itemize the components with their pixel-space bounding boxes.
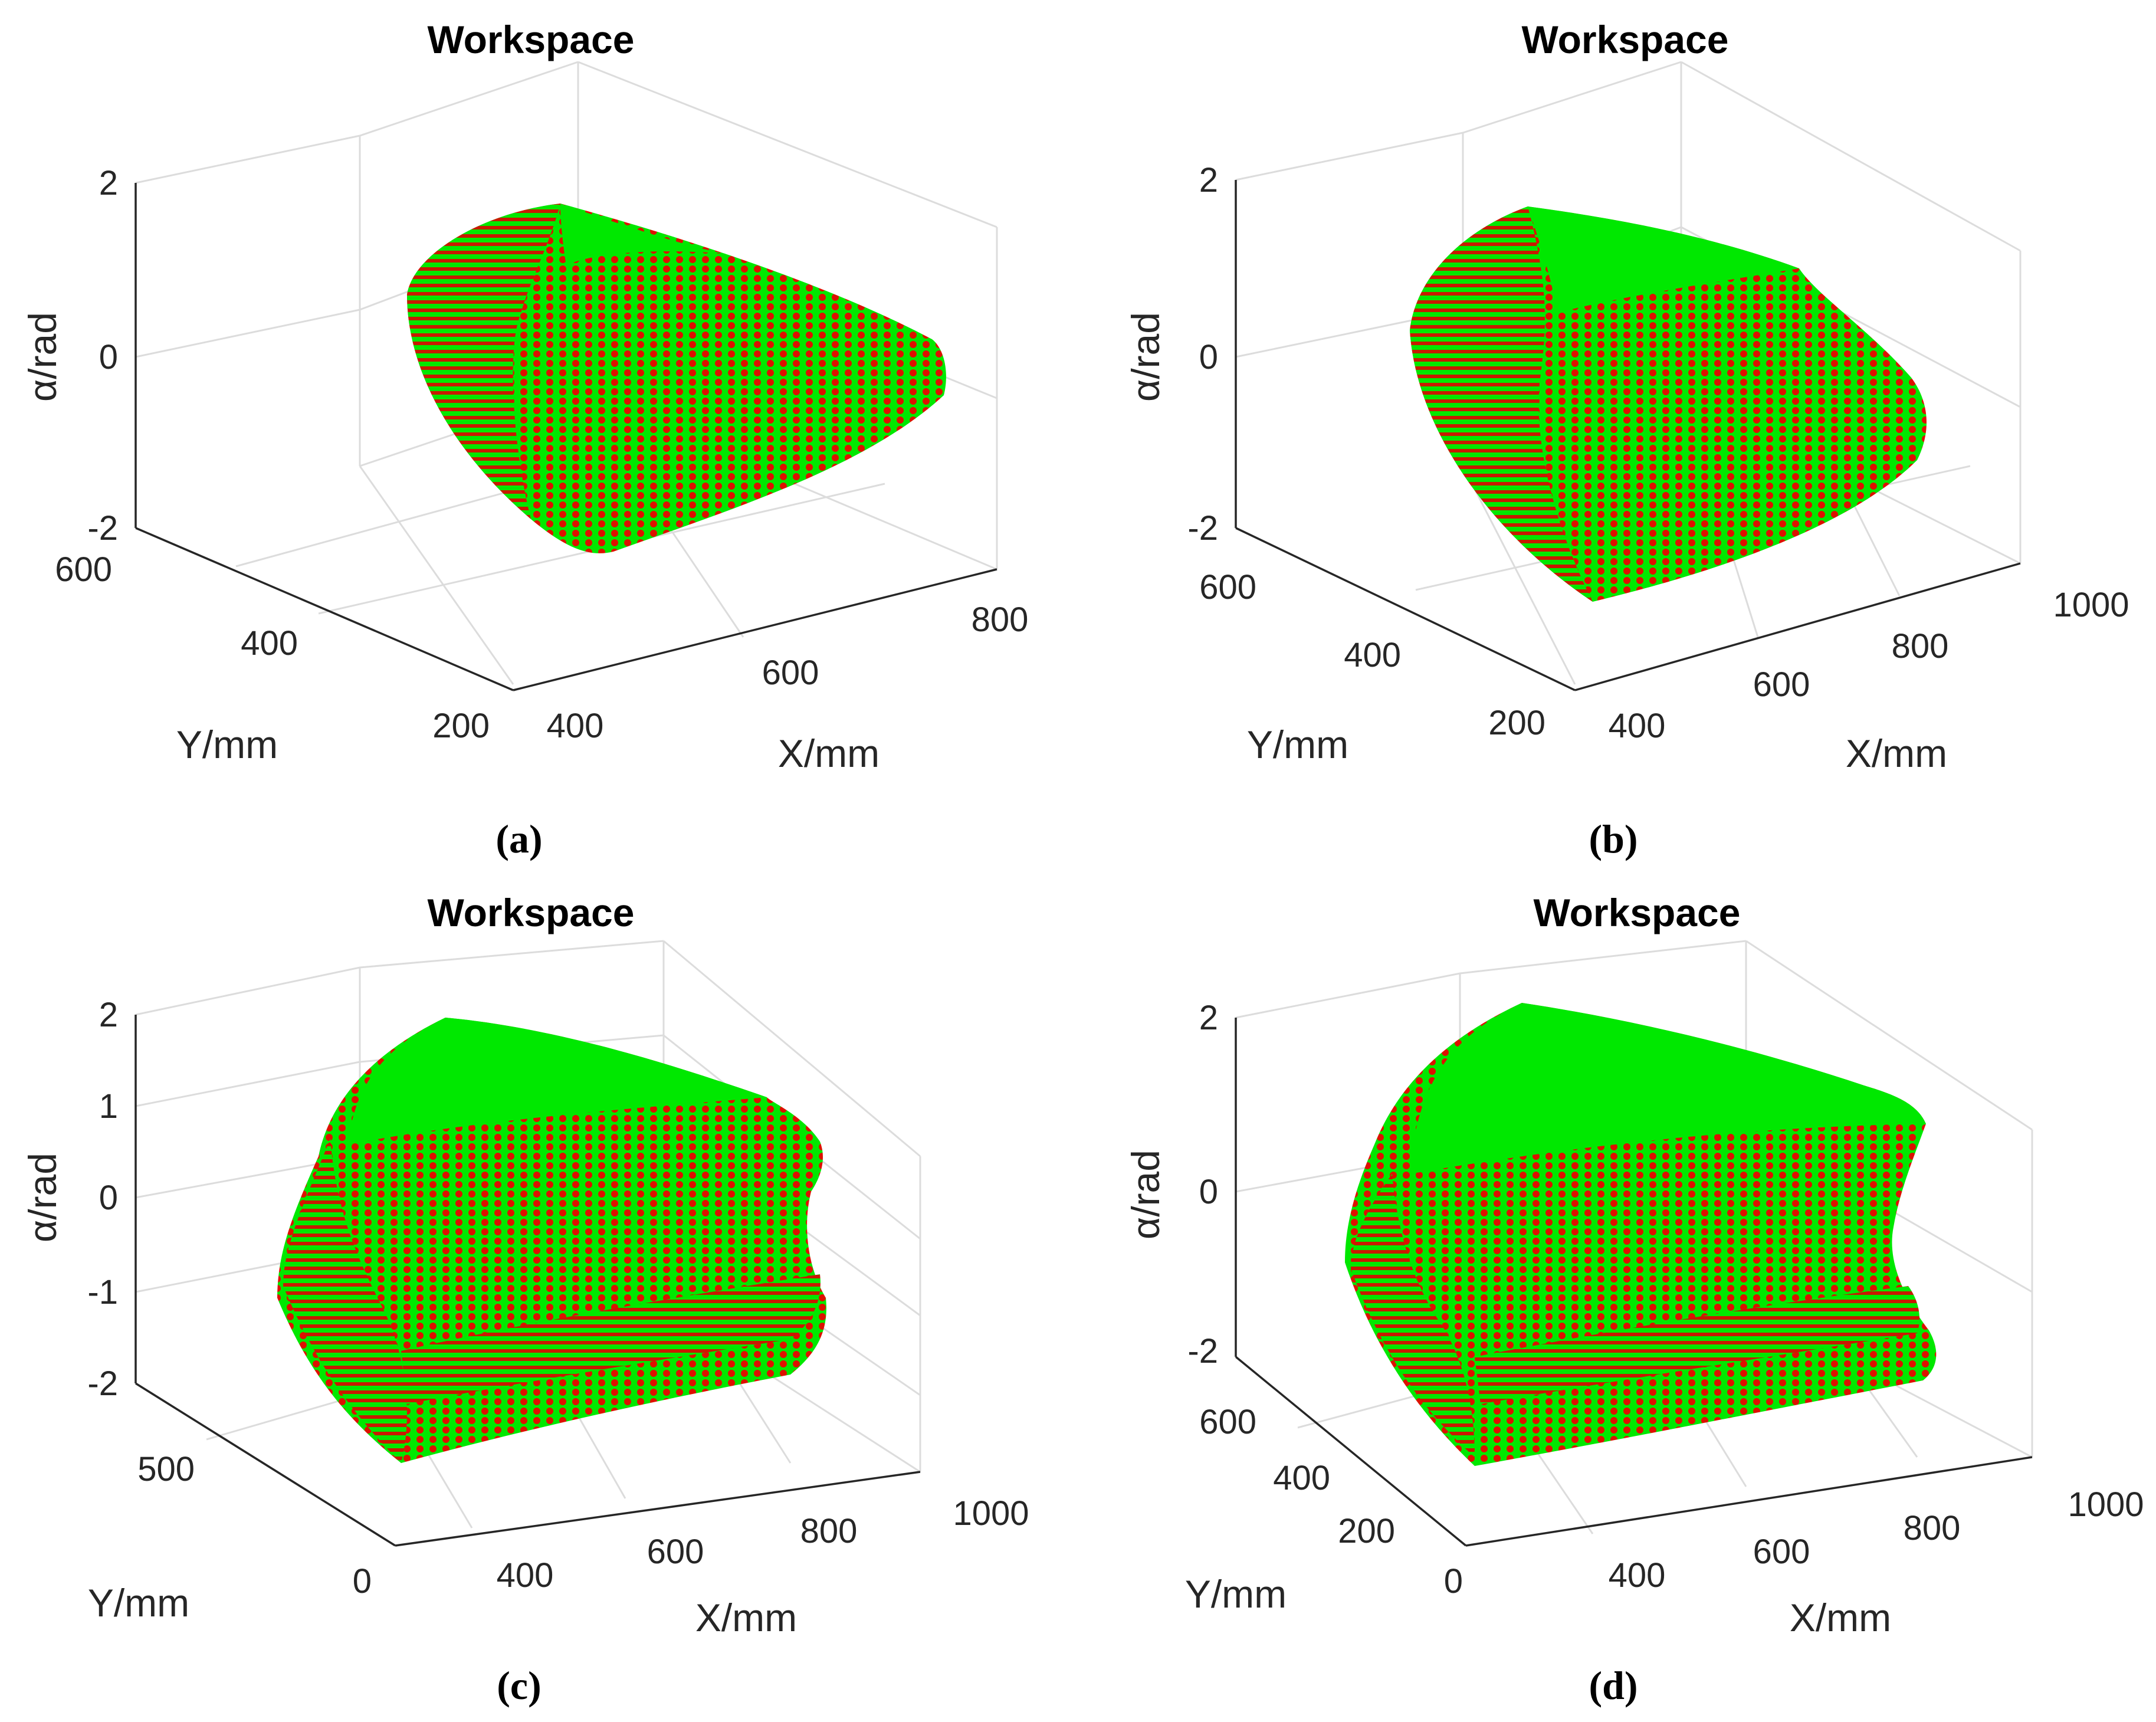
panel-c-xtick: 800 (800, 1512, 858, 1550)
panel-b-ztick: 2 (1199, 161, 1218, 199)
panel-b-ztick: 0 (1199, 338, 1218, 376)
panel-a-title: Workspace (428, 18, 635, 61)
panel-a-xtick: 800 (972, 601, 1029, 639)
panel-c-ylabel: Y/mm (88, 1581, 189, 1625)
panel-b-xlabel: X/mm (1846, 732, 1947, 775)
panel-c-workspace-front-left (283, 1139, 407, 1463)
panel-d-ytick: 600 (1199, 1403, 1256, 1441)
panel-d-xtick: 400 (1609, 1556, 1666, 1595)
panel-b-xtick: 600 (1753, 665, 1810, 704)
panel-b-ytick: 200 (1488, 704, 1545, 742)
panel-c-ztick: 2 (99, 996, 118, 1034)
panel-b-xtick: 400 (1609, 707, 1666, 745)
panel-a-ytick: 400 (241, 624, 298, 662)
panel-c-workspace-top (348, 1018, 767, 1144)
panel-d: Workspace 2 0 -2 600 (1124, 891, 2144, 1708)
panel-a-ztick: 2 (99, 164, 118, 202)
panel-a-axes (134, 183, 997, 691)
panel-b-ylabel: Y/mm (1247, 723, 1348, 766)
panel-b-title: Workspace (1522, 18, 1729, 61)
panel-d-xtick: 1000 (2068, 1485, 2144, 1524)
panel-c-ytick: 0 (353, 1562, 372, 1600)
panel-c-zlabel: α/rad (21, 1153, 64, 1242)
panel-a-xlabel: X/mm (778, 732, 880, 775)
panel-b-ytick: 400 (1344, 636, 1401, 674)
panel-d-ztick: -2 (1187, 1332, 1218, 1370)
panel-d-workspace-top (1410, 1003, 1926, 1174)
panel-d-zlabel: α/rad (1124, 1150, 1167, 1239)
panel-a-zlabel: α/rad (21, 312, 64, 402)
panel-c-xtick: 400 (497, 1556, 554, 1595)
panel-d-xtick: 800 (1904, 1509, 1961, 1547)
panel-d-workspace-front-main (1475, 1286, 1920, 1404)
panel-b-axes (1235, 180, 2021, 691)
panel-a-xtick: 600 (762, 654, 819, 692)
panel-b-xtick: 800 (1892, 627, 1949, 665)
panel-b-workspace-top (1528, 206, 1799, 313)
panel-c-ztick: 1 (99, 1087, 118, 1126)
panel-a-caption: (a) (495, 816, 542, 861)
panel-d-workspace-front-left (1351, 1174, 1475, 1457)
panel-d-ztick: 2 (1199, 999, 1218, 1037)
panel-b: Workspace 2 0 -2 600 400 (1124, 18, 2129, 861)
panel-b-ztick: -2 (1187, 509, 1218, 547)
panel-b-zlabel: α/rad (1124, 312, 1167, 402)
panel-b-caption: (b) (1589, 816, 1637, 861)
panel-d-axes (1235, 1018, 2033, 1547)
panel-a: Workspace 2 0 -2 600 400 (21, 18, 1028, 861)
panel-b-xtick: 1000 (2053, 586, 2129, 624)
panel-c-xtick: 1000 (953, 1494, 1029, 1533)
panel-a-ylabel: Y/mm (176, 723, 278, 766)
panel-a-ztick: -2 (87, 509, 118, 547)
panel-c-ztick: -2 (87, 1365, 118, 1403)
panel-a-workspace-side (407, 204, 560, 519)
panel-c-workspace-front-main (401, 1274, 821, 1404)
panel-c-title: Workspace (428, 891, 635, 934)
panel-d-caption: (d) (1589, 1663, 1637, 1708)
panel-a-workspace-body (407, 204, 946, 553)
panel-c-axes (134, 1015, 921, 1547)
panel-d-ztick: 0 (1199, 1173, 1218, 1211)
panel-a-workspace-top (560, 204, 726, 265)
panel-b-workspace-side (1410, 206, 1593, 602)
panel-c-xtick: 600 (647, 1533, 704, 1571)
panel-a-ytick: 200 (432, 707, 490, 745)
panel-c-ytick: 500 (137, 1450, 195, 1488)
panel-c-xlabel: X/mm (695, 1596, 797, 1639)
panel-d-title: Workspace (1534, 891, 1741, 934)
panel-d-xlabel: X/mm (1790, 1596, 1891, 1639)
panel-c-ztick: -1 (87, 1273, 118, 1311)
panel-a-ztick: 0 (99, 338, 118, 376)
panel-d-ylabel: Y/mm (1185, 1572, 1287, 1616)
panel-a-ytick: 600 (55, 550, 112, 589)
panel-c: Workspace (21, 891, 1029, 1708)
panel-c-caption: (c) (497, 1663, 541, 1708)
panel-d-ytick: 0 (1444, 1562, 1463, 1600)
panel-a-xtick: 400 (547, 707, 604, 745)
panel-d-ytick: 400 (1273, 1459, 1330, 1497)
panel-b-ytick: 600 (1199, 568, 1256, 606)
panel-c-ztick: 0 (99, 1179, 118, 1217)
panel-d-ytick: 200 (1338, 1512, 1395, 1550)
panel-d-xtick: 600 (1753, 1533, 1810, 1571)
